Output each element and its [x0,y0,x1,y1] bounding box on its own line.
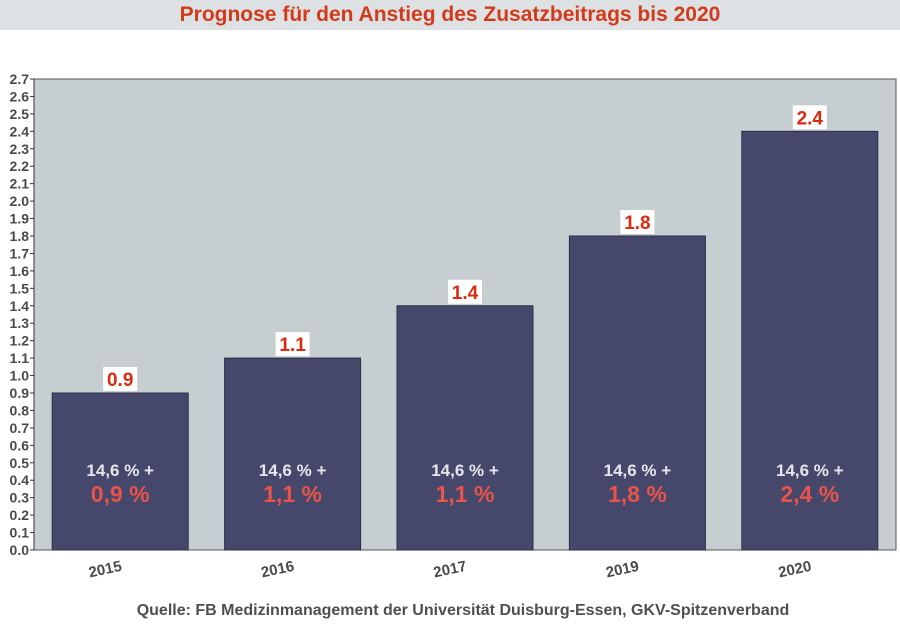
x-tick-label: 2019 [604,558,640,582]
y-axis: 0.00.1 0.20.3 0.40.5 0.60.7 0.80.91.0 1.11.2 1… [10,71,35,558]
y-tick-label: 0.4 [10,472,30,488]
value-label: 1.4 [452,283,479,304]
value-label: 0.9 [107,370,133,391]
value-label-box [620,210,655,234]
y-tick-label: 2.7 [10,71,30,87]
y-tick-label: 1.7 [10,245,30,261]
y-tick-label: 0.6 [10,437,30,453]
bar [224,357,362,551]
y-tick-label: 1.6 [10,263,30,279]
bar [741,130,879,551]
inner-pct-label: 0,9 % [91,481,150,507]
y-tick-label: 0.0 [10,542,30,558]
x-tick-label: 2016 [260,558,296,582]
y-tick-label: 1.4 [10,298,30,314]
inner-pct-label: 1,1 % [436,481,495,507]
value-label-box [792,105,827,130]
x-tick-label: 2015 [87,558,123,582]
y-tick-label: 1.8 [10,228,30,244]
y-tick-label: 1.5 [10,280,30,296]
y-tick-label: 1.9 [10,211,30,227]
y-tick-label: 0.1 [10,525,30,541]
y-tick-label: 2.4 [10,123,30,139]
inner-base-label: 14,6 % + [604,461,672,480]
title-bar: Prognose für den Anstieg des Zusatzbeitr… [0,0,900,30]
inner-pct-label: 1,1 % [263,481,322,507]
y-tick-label: 2.6 [10,88,30,104]
y-tick-label: 0.3 [10,490,30,506]
bars: 0.914,6 % +0,9 %1.114,6 % +1,1 %1.414,6 … [51,105,879,551]
y-tick-label: 2.1 [10,176,30,192]
value-label: 2.4 [797,108,824,129]
x-axis: 2015 2016 2017 2019 2020 [87,558,813,582]
value-label: 1.8 [624,213,650,234]
inner-base-label: 14,6 % + [776,461,844,480]
y-tick-label: 2.2 [10,158,30,174]
bar [51,392,189,551]
y-tick-label: 2.5 [10,106,30,122]
value-label-box [448,279,482,304]
y-tick-label: 0.5 [10,455,30,471]
y-tick-label: 0.9 [10,385,30,401]
y-tick-label: 0.7 [10,420,30,436]
chart-title: Prognose für den Anstieg des Zusatzbeitr… [179,3,721,26]
bar [396,305,534,551]
y-tick-label: 0.8 [10,402,30,418]
y-tick-label: 1.1 [10,350,30,366]
inner-pct-label: 2,4 % [780,481,839,507]
inner-pct-label: 1,8 % [608,481,667,507]
source-note: Quelle: FB Medizinmanagement der Univers… [136,602,790,619]
y-tick-label: 2.0 [10,193,30,209]
x-tick-label: 2017 [432,558,468,582]
bar [568,235,706,551]
value-label: 1.1 [279,335,306,356]
x-tick-label: 2020 [777,558,813,582]
y-tick-label: 1.2 [10,333,30,349]
y-tick-label: 0.2 [10,507,30,523]
value-label-box [103,367,138,391]
inner-base-label: 14,6 % + [431,461,499,480]
value-label-box [275,332,310,357]
inner-base-label: 14,6 % + [86,461,154,480]
y-tick-label: 1.3 [10,315,30,331]
y-tick-label: 1.0 [10,368,30,384]
bar-chart: 0.00.10.20.30.40.50.60.70.80.91.01.11.21… [10,71,897,582]
y-tick-label: 2.3 [10,141,30,157]
inner-base-label: 14,6 % + [259,461,327,480]
